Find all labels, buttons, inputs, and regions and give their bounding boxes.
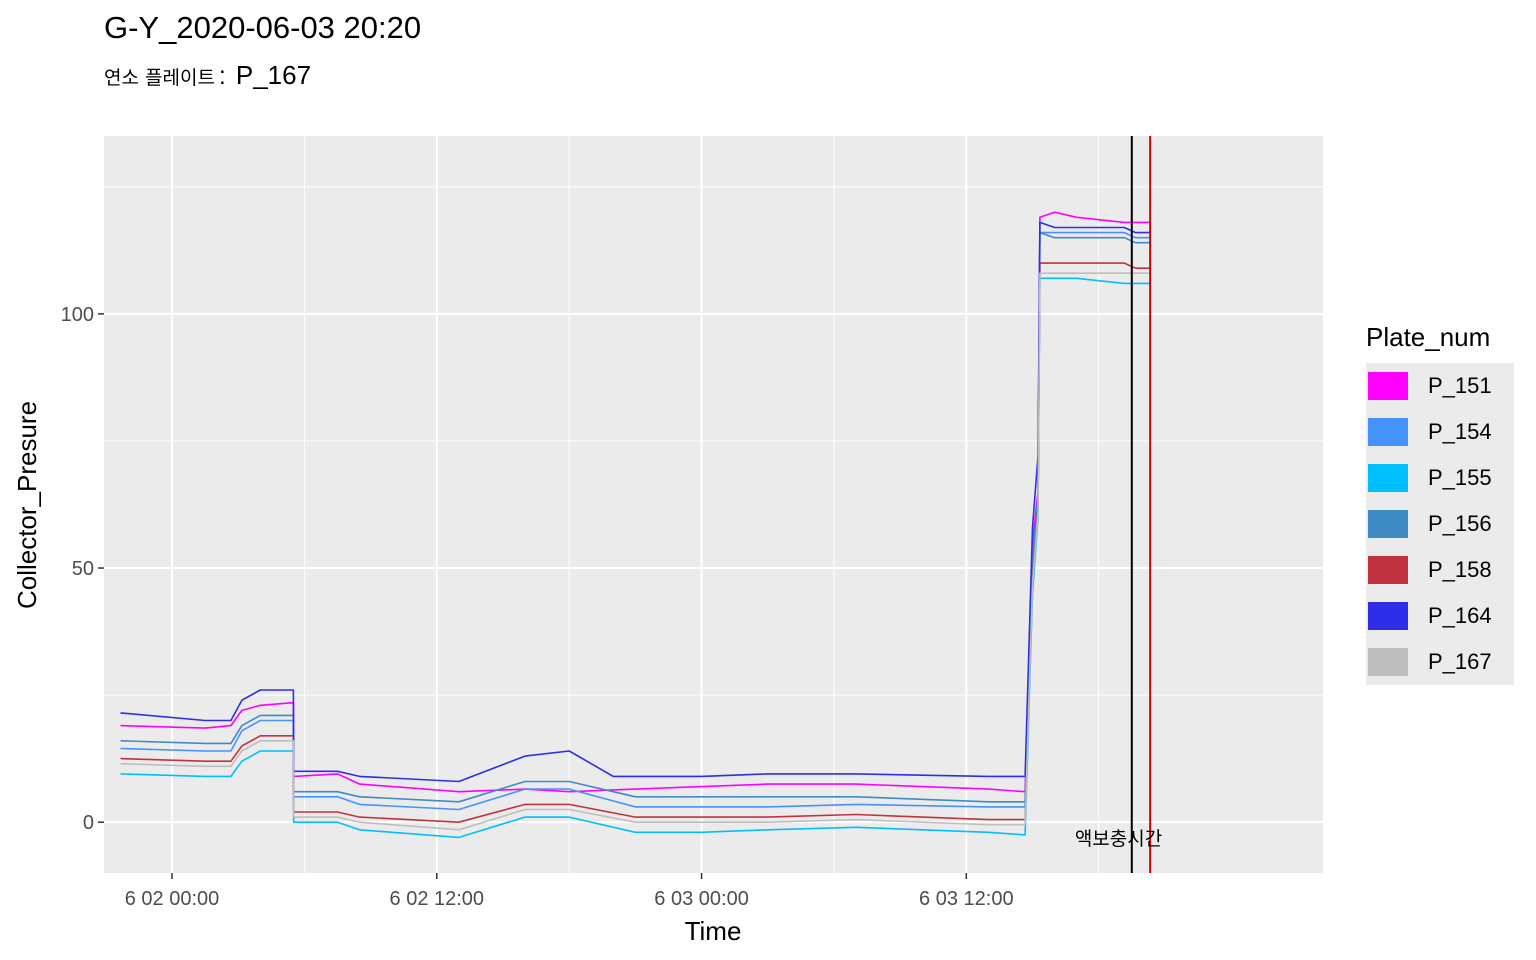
legend-label: P_167 [1428, 649, 1492, 674]
legend-color-key [1368, 464, 1408, 492]
legend-title: Plate_num [1366, 322, 1491, 352]
x-axis-label: Time [685, 916, 742, 946]
series-line-p-158 [120, 262, 1151, 824]
series-line-p-167 [120, 272, 1151, 831]
series-line-p-155 [120, 277, 1151, 839]
annotation-label: 액보충시간 [1075, 828, 1162, 850]
y-tick-label: 100 [61, 304, 94, 326]
legend-label: P_151 [1428, 373, 1492, 398]
series-line-p-154 [120, 231, 1151, 811]
x-tick-label: 6 02 12:00 [390, 888, 485, 910]
subtitle-value: P_167 [235, 60, 312, 90]
chart-title: G-Y_2020-06-03 20:20 [104, 10, 422, 45]
legend-label: P_155 [1428, 465, 1492, 490]
legend: Plate_num P_151 P_154 P_155 P_156 P_158 P_164… [1366, 322, 1514, 685]
legend-item: P_158 [1366, 547, 1514, 593]
legend-item: P_151 [1366, 363, 1514, 409]
legend-item: P_154 [1366, 409, 1514, 455]
legend-items: P_151 P_154 P_155 P_156 P_158 P_164 P_167 [1366, 363, 1514, 685]
legend-color-key [1368, 602, 1408, 630]
axes: 6 02 00:00 6 02 12:00 6 03 00:00 6 03 12:00… [61, 304, 1014, 910]
series-line-p-164 [120, 221, 1151, 783]
legend-item: P_155 [1366, 455, 1514, 501]
annotations: 액보충시간 [1075, 136, 1162, 873]
legend-color-key [1368, 510, 1408, 538]
subtitle-separator: : [218, 62, 226, 90]
legend-label: P_164 [1428, 603, 1492, 628]
gridlines [104, 136, 1323, 873]
subtitle-label: 연소 플레이트 [104, 67, 215, 89]
plot-panel [104, 136, 1323, 873]
y-axis-label: Collector_Presure [12, 401, 42, 609]
x-tick-label: 6 03 00:00 [654, 888, 749, 910]
x-tick-label: 6 02 00:00 [125, 888, 220, 910]
series-line-p-156 [120, 231, 1151, 803]
x-tick-label: 6 03 12:00 [919, 888, 1014, 910]
legend-label: P_156 [1428, 511, 1492, 536]
legend-label: P_154 [1428, 419, 1492, 444]
series-line-p-151 [120, 211, 1151, 793]
chart-subtitle: 연소 플레이트: P_167 [104, 60, 311, 91]
legend-color-key [1368, 418, 1408, 446]
y-tick-label: 50 [72, 558, 94, 580]
y-tick-label: 0 [83, 812, 94, 834]
legend-color-key [1368, 648, 1408, 676]
legend-color-key [1368, 556, 1408, 584]
legend-item: P_156 [1366, 501, 1514, 547]
legend-item: P_167 [1366, 639, 1514, 685]
legend-item: P_164 [1366, 593, 1514, 639]
legend-label: P_158 [1428, 557, 1492, 582]
legend-color-key [1368, 372, 1408, 400]
series-lines [120, 211, 1151, 839]
